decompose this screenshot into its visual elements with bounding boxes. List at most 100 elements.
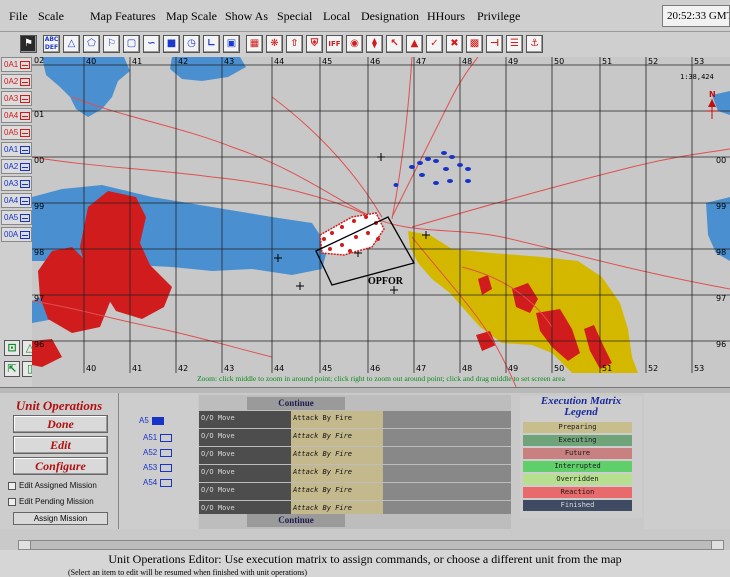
iff-icon[interactable]: IFF [326,35,343,53]
matrix-row[interactable]: O/O Move Attack By Fire [199,501,511,514]
crossed-arrows-icon[interactable]: ✖ [446,35,463,53]
matrix-row[interactable]: O/O Move Attack By Fire [199,465,511,482]
chevron-icon[interactable]: ↖ [386,35,403,53]
menu-map-scale[interactable]: Map Scale [166,9,217,23]
pentagon-icon[interactable]: ⬠ [83,35,100,53]
matrix-row[interactable]: O/O Move Attack By Fire [199,483,511,500]
blue-unit-cluster[interactable] [393,151,472,187]
menu-map-features[interactable]: Map Features [90,9,156,23]
matrix-cell-empty[interactable] [383,465,511,482]
camera-icon[interactable]: ◉ [346,35,363,53]
menu-local[interactable]: Local [323,9,351,23]
matrix-row[interactable]: O/O Move Attack By Fire [199,429,511,446]
menu-special[interactable]: Special [277,9,313,23]
checkbox-box[interactable] [8,497,16,506]
menu-privilege[interactable]: Privilege [477,9,521,23]
matrix-cell-move[interactable]: O/O Move [199,465,291,482]
matrix-cell-attack[interactable]: Attack By Fire [291,411,383,428]
menu-file[interactable]: File [9,9,28,23]
unit-button[interactable]: 0A5 [1,210,32,225]
vehicle-icon[interactable]: ▩ [466,35,483,53]
matrix-cell-attack[interactable]: Attack By Fire [291,501,383,514]
menu-designation[interactable]: Designation [361,9,419,23]
unit-button[interactable]: 00A [1,227,32,242]
matrix-cell-empty[interactable] [383,483,511,500]
matrix-cell-attack[interactable]: Attack By Fire [291,483,383,500]
arrow-up-icon[interactable]: ⇧ [286,35,303,53]
clock-icon[interactable]: ◷ [183,35,200,53]
unit-button[interactable]: 0A1 [1,57,32,72]
matrix-cell-empty[interactable] [383,501,511,514]
checkmark-icon[interactable]: ✓ [426,35,443,53]
matrix-cell-attack[interactable]: Attack By Fire [291,447,383,464]
zoom-fit-icon[interactable]: ⊡ [4,340,20,356]
checkbox-box[interactable] [8,481,16,490]
matrix-cell-empty[interactable] [383,429,511,446]
matrix-cell-move[interactable]: O/O Move [199,429,291,446]
unit-button[interactable]: 0A4 [1,108,32,123]
line-curve-icon[interactable]: ∽ [143,35,160,53]
resize-icon[interactable]: ⇱ [4,361,20,377]
matrix-cell-empty[interactable] [383,411,511,428]
grid-y-label: 02 [34,57,44,65]
grid-icon[interactable]: ▦ [246,35,263,53]
tree-child-node[interactable]: A52 [143,448,173,457]
opfor-boundary[interactable] [315,216,415,286]
map-canvas[interactable]: 40 41 42 43 44 45 46 47 48 49 50 51 52 5… [32,57,730,387]
scroll-right-arrow[interactable] [711,541,723,549]
fill-rect-icon[interactable]: ■ [163,35,180,53]
continue-top-button[interactable]: Continue [247,397,345,410]
continue-bottom-button[interactable]: Continue [247,514,345,527]
triangle-icon[interactable]: △ [63,35,80,53]
unit-icon[interactable]: ▢ [123,35,140,53]
edit-pending-checkbox[interactable]: Edit Pending Mission [8,497,94,506]
arc-icon[interactable]: ∟ [203,35,220,53]
ambush-icon[interactable]: ⧫ [366,35,383,53]
edit-assigned-checkbox[interactable]: Edit Assigned Mission [8,481,97,490]
flag-marker-icon[interactable]: ⚐ [103,35,120,53]
pane-divider[interactable] [0,387,730,393]
dfr-icon[interactable]: ABC DEF [43,35,60,53]
tree-child-node[interactable]: A54 [143,478,173,487]
text-box-icon[interactable]: ▣ [223,35,240,53]
anchor-icon[interactable]: ⚓ [526,35,543,53]
edit-button[interactable]: Edit [13,436,108,454]
scroll-left-arrow[interactable] [19,541,31,549]
tree-child-node[interactable]: A51 [143,433,173,442]
unit-button[interactable]: 0A2 [1,159,32,174]
burst-icon[interactable]: ❋ [266,35,283,53]
matrix-cell-move[interactable]: O/O Move [199,411,291,428]
link-icon[interactable]: ⊣ [486,35,503,53]
tactical-map[interactable]: 40 41 42 43 44 45 46 47 48 49 50 51 52 5… [32,57,730,387]
configure-button[interactable]: Configure [13,457,108,475]
menu-hhours[interactable]: HHours [427,9,465,23]
matrix-cell-move[interactable]: O/O Move [199,483,291,500]
matrix-cell-attack[interactable]: Attack By Fire [291,429,383,446]
unit-button[interactable]: 0A4 [1,193,32,208]
matrix-row[interactable]: O/O Move Attack By Fire [199,447,511,464]
assign-mission-button[interactable]: Assign Mission [13,512,108,525]
tree-child-node[interactable]: A53 [143,463,173,472]
unit-button[interactable]: 0A2 [1,74,32,89]
unit-button[interactable]: 0A3 [1,176,32,191]
flag-stand-icon[interactable]: ⛨ [306,35,323,53]
matrix-cell-move[interactable]: O/O Move [199,447,291,464]
unit-button[interactable]: 0A5 [1,125,32,140]
tree-root-node[interactable]: A5 [139,416,164,425]
matrix-cell-empty[interactable] [383,447,511,464]
unit-button[interactable]: 0A3 [1,91,32,106]
matrix-cell-move[interactable]: O/O Move [199,501,291,514]
matrix-cell-attack[interactable]: Attack By Fire [291,465,383,482]
warning-triangle-icon[interactable]: ▲ [406,35,423,53]
flag-icon[interactable]: ⚑ [20,35,37,53]
horizontal-scrollbar[interactable] [18,540,724,550]
unit-label: 00A [4,230,19,239]
menu-scale[interactable]: Scale [38,9,64,23]
grid-x-label: 44 [274,57,284,66]
done-button[interactable]: Done [13,415,108,433]
tree-node-label: A51 [143,433,158,442]
bars-icon[interactable]: ☰ [506,35,523,53]
menu-show-as[interactable]: Show As [225,9,269,23]
unit-button[interactable]: 0A1 [1,142,32,157]
matrix-row[interactable]: O/O Move Attack By Fire [199,411,511,428]
